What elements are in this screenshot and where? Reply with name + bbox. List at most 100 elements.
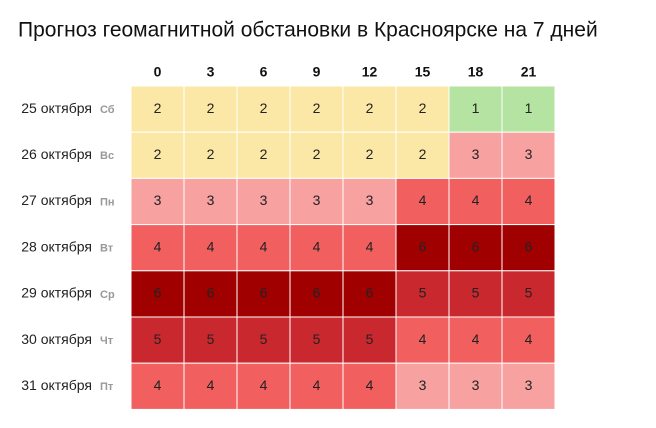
cell-value: 4 (366, 238, 374, 254)
cell-value: 6 (154, 285, 162, 301)
cell-value: 2 (207, 100, 215, 116)
heat-cell (183, 316, 238, 364)
heat-cell (395, 85, 450, 133)
column-header: 0 (154, 64, 162, 80)
column-header: 15 (415, 64, 431, 80)
cell-value: 2 (154, 146, 162, 162)
cell-value: 4 (260, 238, 268, 254)
heat-cell (289, 177, 344, 226)
heat-cell (342, 224, 397, 272)
heat-cell (130, 177, 185, 226)
cell-value: 3 (366, 192, 374, 208)
heat-cell (289, 270, 344, 318)
column-header: 3 (207, 64, 215, 80)
heat-cell (395, 316, 450, 364)
cell-value: 3 (525, 377, 533, 393)
cell-value: 3 (313, 192, 321, 208)
cell-value: 2 (154, 100, 162, 116)
chart-title: Прогноз геомагнитной обстановки в Красно… (18, 19, 598, 42)
cell-value: 4 (260, 377, 268, 393)
cell-value: 4 (525, 192, 533, 208)
heat-cell (342, 270, 397, 318)
row-date: 26 октября (21, 146, 92, 162)
cell-value: 3 (472, 146, 480, 162)
heat-cell (342, 316, 397, 364)
heat-cell (236, 224, 291, 272)
cell-value: 2 (366, 100, 374, 116)
cell-value: 1 (525, 100, 533, 116)
row-date: 29 октября (21, 285, 92, 301)
cell-value: 1 (472, 100, 480, 116)
heat-cell (501, 85, 556, 133)
cell-value: 6 (525, 238, 533, 254)
heat-cell (183, 362, 238, 410)
cell-value: 3 (154, 192, 162, 208)
cell-value: 4 (313, 238, 321, 254)
heat-cell (448, 177, 503, 226)
cell-value: 6 (366, 285, 374, 301)
heat-cell (342, 177, 397, 226)
cell-value: 4 (366, 377, 374, 393)
row-date: 28 октября (21, 238, 92, 254)
cell-value: 2 (260, 100, 268, 116)
cell-value: 5 (366, 331, 374, 347)
heat-cell (183, 85, 238, 133)
cell-value: 2 (207, 146, 215, 162)
row-weekday: Ср (100, 289, 115, 301)
column-header: 18 (468, 64, 484, 80)
cell-value: 2 (419, 100, 427, 116)
cell-value: 5 (207, 331, 215, 347)
cell-value: 4 (207, 377, 215, 393)
cell-value: 3 (472, 377, 480, 393)
cell-value: 5 (260, 331, 268, 347)
cell-value: 2 (313, 100, 321, 116)
column-header: 6 (260, 64, 268, 80)
heat-cell (183, 177, 238, 226)
heat-cell (130, 362, 185, 410)
cell-value: 2 (260, 146, 268, 162)
cell-value: 2 (313, 146, 321, 162)
heat-cell (130, 85, 185, 133)
row-date: 27 октября (21, 192, 92, 208)
row-date: 25 октября (21, 100, 92, 116)
column-header: 21 (521, 64, 537, 80)
heat-cell (236, 316, 291, 364)
row-date: 30 октября (21, 331, 92, 347)
cell-value: 4 (419, 331, 427, 347)
cell-value: 4 (472, 331, 480, 347)
cell-value: 4 (207, 238, 215, 254)
heat-cell (501, 316, 556, 364)
cell-value: 6 (313, 285, 321, 301)
row-weekday: Пт (100, 381, 114, 393)
heat-cell (289, 131, 344, 179)
cell-value: 5 (472, 285, 480, 301)
column-header: 9 (313, 64, 321, 80)
cell-value: 5 (154, 331, 162, 347)
heat-cell (395, 177, 450, 226)
cell-value: 4 (525, 331, 533, 347)
cell-value: 4 (154, 238, 162, 254)
heat-cell (236, 85, 291, 133)
heat-cell (395, 362, 450, 410)
heat-cell (183, 131, 238, 179)
cell-value: 5 (419, 285, 427, 301)
cell-value: 3 (207, 192, 215, 208)
heat-cell (395, 131, 450, 179)
heat-cell (236, 177, 291, 226)
heat-cell (501, 270, 556, 318)
row-date: 31 октября (21, 377, 92, 393)
cell-value: 6 (260, 285, 268, 301)
cell-value: 3 (525, 146, 533, 162)
heat-cell (289, 224, 344, 272)
row-weekday: Пн (100, 196, 115, 208)
cell-value: 6 (419, 238, 427, 254)
cell-value: 5 (313, 331, 321, 347)
heat-cell (448, 270, 503, 318)
row-weekday: Вт (100, 243, 114, 255)
heat-cell (448, 316, 503, 364)
cell-value: 3 (260, 192, 268, 208)
heat-cell (501, 177, 556, 226)
column-header: 12 (362, 64, 378, 80)
row-weekday: Чт (100, 335, 114, 347)
